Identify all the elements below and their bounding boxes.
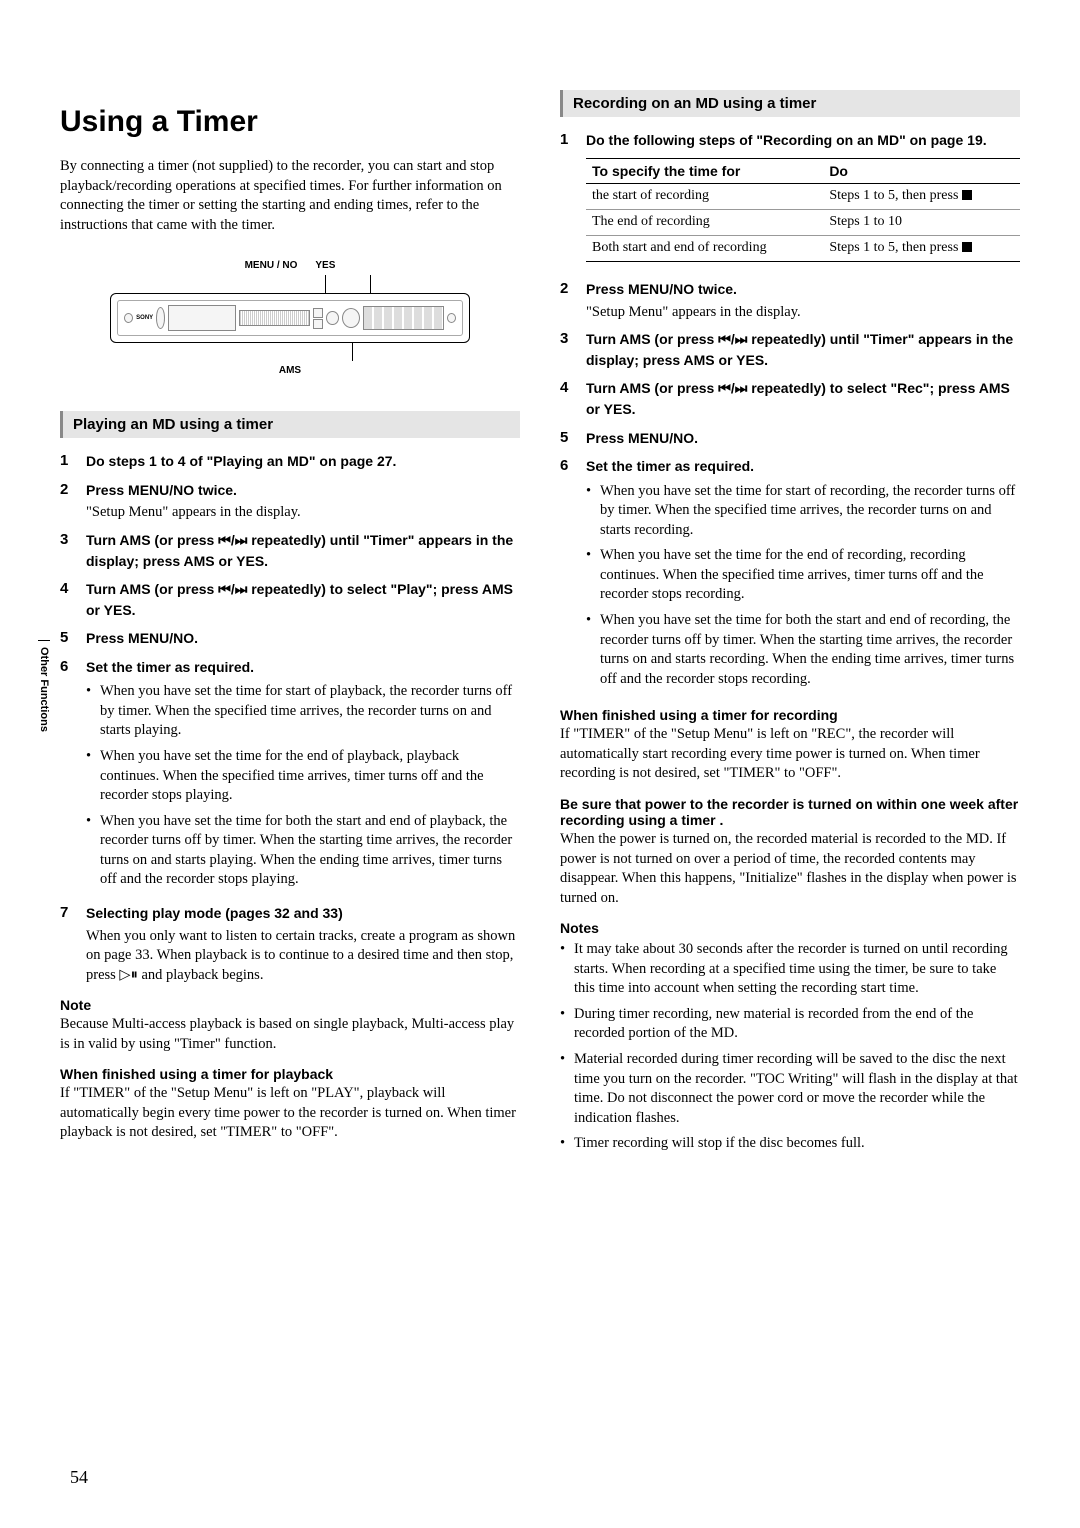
bullet-item: When you have set the time for the end o… xyxy=(86,747,520,806)
step-item: 3Turn AMS (or press ⏮/⏭ repeatedly) unti… xyxy=(60,531,520,572)
step-item: 5Press MENU/NO. xyxy=(60,629,520,650)
left-column: Using a Timer By connecting a timer (not… xyxy=(60,90,520,1160)
bullet-item: When you have set the time for start of … xyxy=(586,482,1020,541)
warning-text: When the power is turned on, the recorde… xyxy=(560,830,1020,908)
finish-playback-heading: When finished using a timer for playback xyxy=(60,1066,520,1082)
diagram-label-ams: AMS xyxy=(60,365,520,376)
finish-playback-text: If "TIMER" of the "Setup Menu" is left o… xyxy=(60,1084,520,1143)
note-text: Because Multi-access playback is based o… xyxy=(60,1015,520,1054)
step-item: 6Set the timer as required. When you hav… xyxy=(60,658,520,896)
table-header: Do xyxy=(823,158,1020,184)
device-diagram: MENU / NO YES SONY xyxy=(60,260,520,376)
diagram-label-menu: MENU / NO xyxy=(245,260,298,271)
section-playing: Playing an MD using a timer xyxy=(60,411,520,438)
note-item: Material recorded during timer recording… xyxy=(560,1050,1020,1128)
page-number: 54 xyxy=(70,1467,88,1488)
bullet-item: When you have set the time for both the … xyxy=(586,611,1020,689)
side-tab: Other Functions xyxy=(38,640,50,732)
right-column: Recording on an MD using a timer 1Do the… xyxy=(560,90,1020,1160)
step-item: 1Do the following steps of "Recording on… xyxy=(560,131,1020,272)
step-item: 3Turn AMS (or press ⏮/⏭ repeatedly) unti… xyxy=(560,330,1020,371)
bullet-item: When you have set the time for start of … xyxy=(86,682,520,741)
finish-recording-heading: When finished using a timer for recordin… xyxy=(560,707,1020,723)
table-row: the start of recordingSteps 1 to 5, then… xyxy=(586,184,1020,210)
bullet-item: When you have set the time for both the … xyxy=(86,812,520,890)
step-item: 2Press MENU/NO twice."Setup Menu" appear… xyxy=(560,280,1020,322)
warning-heading: Be sure that power to the recorder is tu… xyxy=(560,796,1020,828)
step-item: 2Press MENU/NO twice."Setup Menu" appear… xyxy=(60,481,520,523)
table-row: Both start and end of recordingSteps 1 t… xyxy=(586,236,1020,262)
step-item: 1Do steps 1 to 4 of "Playing an MD" on p… xyxy=(60,452,520,473)
playing-steps: 1Do steps 1 to 4 of "Playing an MD" on p… xyxy=(60,452,520,985)
step-item: 7Selecting play mode (pages 32 and 33)Wh… xyxy=(60,904,520,985)
step-item: 4Turn AMS (or press ⏮/⏭ repeatedly) to s… xyxy=(60,580,520,621)
step-item: 6Set the timer as required. When you hav… xyxy=(560,457,1020,695)
table-header: To specify the time for xyxy=(586,158,823,184)
intro-paragraph: By connecting a timer (not supplied) to … xyxy=(60,157,520,235)
notes-heading: Notes xyxy=(560,920,1020,936)
note-item: During timer recording, new material is … xyxy=(560,1005,1020,1044)
section-recording: Recording on an MD using a timer xyxy=(560,90,1020,117)
table-row: The end of recordingSteps 1 to 10 xyxy=(586,210,1020,236)
recording-steps: 1Do the following steps of "Recording on… xyxy=(560,131,1020,695)
step-item: 5Press MENU/NO. xyxy=(560,429,1020,450)
page-content: Using a Timer By connecting a timer (not… xyxy=(60,90,1020,1160)
diagram-label-yes: YES xyxy=(315,260,335,271)
note-heading: Note xyxy=(60,997,520,1013)
bullet-item: When you have set the time for the end o… xyxy=(586,546,1020,605)
main-title: Using a Timer xyxy=(60,105,520,139)
timer-spec-table: To specify the time for Do the start of … xyxy=(586,158,1020,263)
finish-recording-text: If "TIMER" of the "Setup Menu" is left o… xyxy=(560,725,1020,784)
note-item: It may take about 30 seconds after the r… xyxy=(560,940,1020,999)
step-item: 4Turn AMS (or press ⏮/⏭ repeatedly) to s… xyxy=(560,379,1020,420)
note-item: Timer recording will stop if the disc be… xyxy=(560,1134,1020,1154)
notes-block: It may take about 30 seconds after the r… xyxy=(560,940,1020,1154)
